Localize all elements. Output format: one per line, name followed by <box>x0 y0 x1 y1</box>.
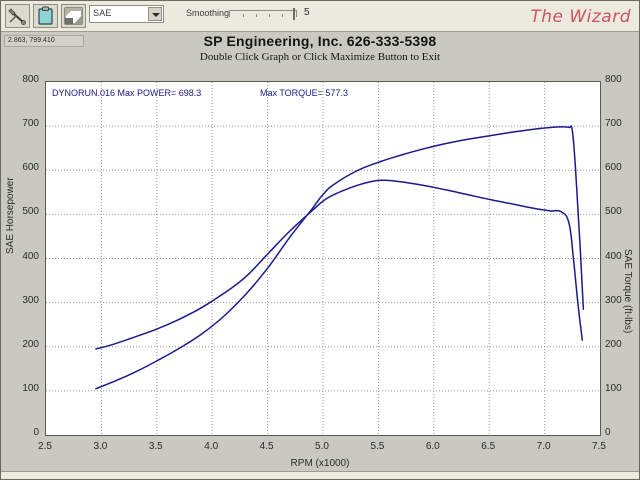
wizard-watermark: The Wizard <box>530 7 631 27</box>
smoothing-slider[interactable] <box>229 7 297 20</box>
smoothing-handle[interactable] <box>293 8 295 20</box>
y-axis-label-right: SAE Torque (ft-lbs) <box>622 249 633 334</box>
smoothing-tick <box>243 14 244 17</box>
x-tick-label: 5.0 <box>315 441 329 452</box>
smoothing-tick <box>256 14 257 17</box>
y-tick-label-left: 500 <box>22 206 39 218</box>
y-tick-label-left: 100 <box>22 382 39 394</box>
x-tick-label: 3.0 <box>93 441 108 452</box>
x-tick-label: 7.5 <box>592 441 606 452</box>
graph-icon <box>62 5 85 27</box>
x-axis-label: RPM (x1000) <box>290 458 350 469</box>
y-tick-label-right: 400 <box>605 250 622 262</box>
x-tick-label: 6.5 <box>481 441 496 452</box>
x-tick-label: 4.5 <box>259 441 274 452</box>
y-tick-label-right: 500 <box>605 206 622 218</box>
y-tick-label-right: 0 <box>605 427 611 438</box>
toolbar: SAE Smoothing 5 The Wizard <box>1 1 639 32</box>
y-tick-label-left: 200 <box>22 338 39 350</box>
x-tick-label: 6.0 <box>425 441 440 452</box>
tools-icon <box>6 5 29 27</box>
y-tick-label-left: 400 <box>22 250 39 262</box>
y-tick-label-left: 800 <box>22 74 39 85</box>
annotation-max-power: DYNORUN.016 Max POWER= 698.3 <box>52 88 202 98</box>
annotation-max-torque: Max TORQUE= 577.3 <box>260 88 348 98</box>
smoothing-track <box>229 10 297 17</box>
plot-region: SAE Horsepower SAE Torque (ft-lbs) RPM (… <box>1 69 639 479</box>
y-tick-label-right: 600 <box>605 162 622 174</box>
page-subtitle: Double Click Graph or Click Maximize But… <box>199 51 441 63</box>
chevron-down-icon[interactable] <box>148 7 162 21</box>
x-tick-label: 7.0 <box>536 441 551 452</box>
clipboard-icon-button[interactable] <box>33 4 58 28</box>
y-tick-label-left: 300 <box>22 294 39 306</box>
y-tick-label-right: 200 <box>605 338 622 350</box>
page-title: SP Engineering, Inc. 626-333-5398 <box>203 33 437 49</box>
curve-layer <box>95 125 585 390</box>
mode-select[interactable]: SAE <box>89 5 164 23</box>
coordinate-readout: 2.863, 799.410 <box>4 35 84 47</box>
x-tick-label: 3.5 <box>148 441 163 452</box>
smoothing-tick <box>269 14 270 17</box>
graph-icon-button[interactable] <box>61 4 86 28</box>
grid-layer <box>46 82 600 435</box>
tools-icon-button[interactable] <box>5 4 30 28</box>
y-tick-label-left: 600 <box>22 162 39 174</box>
smoothing-tick <box>282 14 283 17</box>
status-strip <box>1 471 639 479</box>
x-tick-label: 5.5 <box>370 441 385 452</box>
y-tick-label-right: 100 <box>605 382 622 394</box>
y-tick-label-left: 700 <box>22 118 39 130</box>
smoothing-value: 5 <box>304 7 310 18</box>
y-tick-label-right: 700 <box>605 118 622 130</box>
y-tick-label-right: 800 <box>605 74 622 85</box>
clipboard-icon <box>34 5 57 27</box>
mode-select-value: SAE <box>93 8 112 18</box>
x-tick-label: 4.0 <box>204 441 219 452</box>
y-tick-label-left: 0 <box>33 427 39 438</box>
x-tick-label: 2.5 <box>38 441 52 452</box>
series-line <box>95 125 585 390</box>
smoothing-label: Smoothing <box>186 8 230 18</box>
y-tick-label-right: 300 <box>605 294 622 306</box>
plot-frame[interactable]: DYNORUN.016 Max POWER= 698.3 Max TORQUE=… <box>45 81 601 436</box>
series-line <box>95 179 584 350</box>
chart-header: 2.863, 799.410 SP Engineering, Inc. 626-… <box>1 32 639 69</box>
